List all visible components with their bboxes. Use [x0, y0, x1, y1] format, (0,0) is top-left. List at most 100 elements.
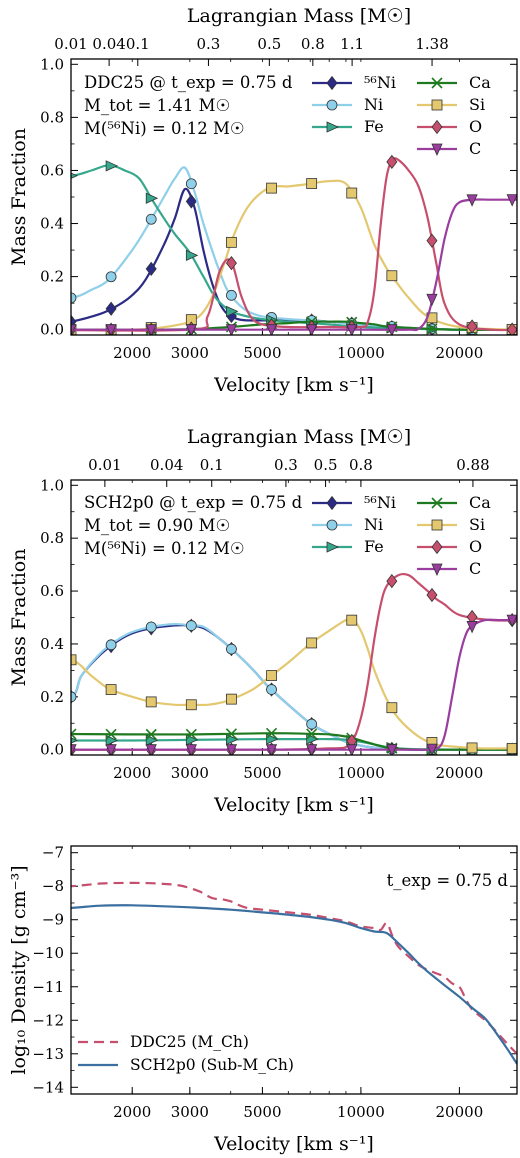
x-axis-label: Velocity [km s⁻¹] — [213, 374, 374, 396]
x-axis-label: Velocity [km s⁻¹] — [213, 1133, 374, 1155]
marker-diamond — [386, 154, 398, 170]
y-tick-label: 0.8 — [40, 108, 64, 126]
legend-item: Ca — [417, 73, 491, 92]
marker-triangle-down — [466, 194, 478, 207]
y-tick-label: −8 — [42, 877, 64, 895]
marker-x — [306, 728, 318, 740]
legend-item: O — [417, 117, 482, 136]
marker-circle — [185, 178, 197, 190]
top-tick-label: 0.01 — [88, 456, 121, 474]
marker-triangle-down — [225, 324, 238, 335]
y-tick-label: 0.2 — [40, 268, 64, 286]
marker-triangle-down — [431, 143, 443, 156]
marker-triangle-down — [346, 744, 358, 755]
marker-triangle-down — [431, 563, 443, 576]
marker-triangle-down — [145, 744, 157, 755]
top-tick-label: 0.1 — [126, 35, 150, 53]
x-tick-label: 2000 — [113, 344, 151, 362]
legend-label: SCH2p0 (Sub-M_Ch) — [130, 1056, 294, 1074]
marker-x — [145, 728, 157, 740]
legend-item: Ni — [312, 95, 383, 114]
marker-triangle-down — [426, 293, 438, 307]
series-line — [71, 618, 517, 752]
y-tick-label: 0.2 — [40, 688, 64, 706]
legend-label: O — [469, 117, 482, 136]
y-axis-label: Mass Fraction — [8, 549, 30, 687]
x-tick-label: 10000 — [337, 1103, 385, 1121]
marker-square — [71, 654, 77, 666]
marker-triangle-down — [506, 614, 517, 628]
plot-frame — [70, 479, 518, 756]
marker-x — [185, 728, 197, 740]
x-tick-label: 20000 — [436, 1103, 484, 1121]
annotation-line: M(⁵⁶Ni) = 0.12 M☉ — [84, 119, 245, 138]
marker-diamond — [326, 75, 338, 91]
marker-diamond — [225, 255, 237, 271]
marker-triangle-down — [306, 324, 318, 335]
marker-square — [506, 742, 517, 754]
marker-square — [346, 187, 358, 199]
legend-label: O — [469, 537, 482, 556]
marker-triangle-down — [346, 324, 358, 335]
marker-triangle-down — [185, 744, 197, 755]
annotation-line: t_exp = 0.75 d — [387, 871, 509, 890]
top-tick-label: 0.88 — [456, 456, 489, 474]
y-tick-label: 0.4 — [40, 215, 64, 233]
x-tick-label: 2000 — [113, 1103, 151, 1121]
top-tick-label: 0.3 — [274, 456, 298, 474]
marker-triangle-down — [145, 324, 157, 335]
legend-label: C — [469, 559, 481, 578]
marker-diamond — [431, 119, 443, 135]
annotation-line: M(⁵⁶Ni) = 0.12 M☉ — [84, 539, 245, 558]
top-tick-label: 0.3 — [197, 35, 221, 53]
marker-diamond — [386, 573, 398, 589]
legend-item: Fe — [312, 117, 384, 136]
top-tick-label: 1.38 — [415, 35, 448, 53]
marker-triangle-down — [506, 194, 517, 207]
series-line — [71, 881, 517, 1055]
marker-triangle-down — [225, 744, 238, 755]
series-C — [71, 194, 517, 335]
legend-label: ⁵⁶Ni — [364, 493, 396, 512]
legend-item: DDC25 (M_Ch) — [78, 1033, 249, 1051]
marker-x-stroke — [105, 728, 117, 740]
marker-triangle-right — [145, 192, 159, 204]
marker-triangle-down — [265, 744, 278, 755]
marker-triangle-right — [105, 734, 119, 747]
series-line — [71, 157, 517, 332]
marker-square — [226, 693, 237, 705]
top-tick-label: 0.04 — [150, 456, 183, 474]
legend-item: SCH2p0 (Sub-M_Ch) — [78, 1056, 294, 1074]
marker-circle — [105, 639, 117, 651]
marker-square — [466, 742, 478, 754]
x-tick-label: 5000 — [243, 344, 281, 362]
y-tick-label: −7 — [42, 844, 64, 862]
marker-square — [386, 702, 398, 714]
marker-square — [346, 614, 358, 626]
legend-item: Si — [417, 95, 485, 114]
marker-square — [431, 519, 443, 531]
series-line — [71, 904, 517, 1065]
x-tick-label: 3000 — [171, 1103, 209, 1121]
legend-label: Ni — [364, 515, 383, 534]
x-tick-label: 5000 — [243, 1103, 281, 1121]
marker-square — [306, 178, 318, 189]
marker-triangle-down — [71, 324, 77, 335]
marker-square — [185, 699, 197, 711]
top-tick-label: 0.1 — [200, 456, 224, 474]
marker-x — [265, 727, 278, 739]
legend-label: Si — [469, 515, 485, 534]
legend-label: ⁵⁶Ni — [364, 73, 396, 92]
top-tick-label: 0.5 — [257, 35, 281, 53]
legend-label: Fe — [364, 537, 384, 556]
legend-item: Si — [417, 515, 485, 534]
marker-triangle-right — [226, 305, 239, 317]
marker-x-stroke — [71, 728, 77, 736]
y-tick-label: 0.6 — [40, 161, 64, 179]
marker-x-stroke — [225, 728, 237, 740]
annotation-line: SCH2p0 @ t_exp = 0.75 d — [84, 493, 303, 512]
panel-sch2p0-composition: 2000 3000 5000 10000 20000 Velocity [km s⁻¹] 0… — [8, 426, 518, 816]
legend-item: C — [417, 559, 481, 578]
series-SCH2p0 (Sub-M_Ch) — [71, 904, 517, 1065]
legend-item: O — [417, 537, 482, 556]
